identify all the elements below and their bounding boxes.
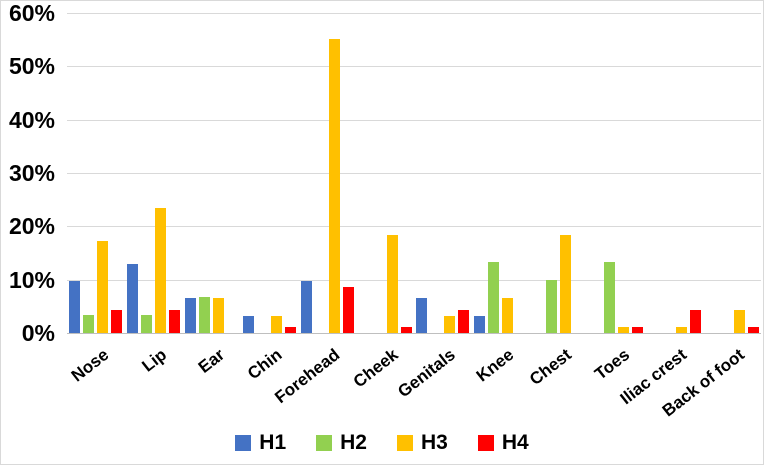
bar-h2-toes [603, 262, 615, 333]
bar-h4-lip [169, 310, 181, 333]
x-axis: Nose Lip Ear Chin Forehead Cheek Genitals Knee C… [67, 333, 761, 420]
bar-h2-nose [83, 315, 95, 333]
bar-h3-nose [97, 241, 109, 333]
bar-h4-cheek [400, 327, 412, 333]
x-tick-label: Lip [138, 345, 171, 376]
x-tick-label: Toes [590, 345, 633, 384]
bar-h3-chest [560, 235, 572, 333]
y-tick-label: 40% [8, 106, 55, 133]
bar-h1-genitals [416, 298, 428, 333]
bar-h2-lip [141, 315, 153, 333]
bar-group-nose [67, 13, 125, 333]
legend-label-h2: H2 [340, 431, 367, 454]
bar-h3-cheek [386, 235, 398, 333]
bar-group-chest [530, 13, 588, 333]
plot-area [67, 13, 761, 334]
bar-h3-toes [617, 327, 629, 333]
bar-group-forehead [298, 13, 356, 333]
x-tick-label: Knee [472, 345, 518, 386]
x-label-slot: Forehead [272, 333, 356, 407]
y-tick-label: 50% [8, 53, 55, 80]
bar-h4-nose [111, 310, 123, 333]
y-tick-label: 30% [8, 160, 55, 186]
bar-h4-toes [631, 327, 643, 333]
legend: H1 H2 H3 H4 [1, 432, 763, 454]
x-tick-label: Chest [525, 345, 575, 390]
legend-swatch-h1 [235, 435, 252, 451]
bar-groups [67, 13, 761, 333]
x-label-slot: Chest [526, 333, 588, 399]
bar-h4-chin [284, 327, 296, 333]
x-tick-label: Chin [244, 345, 286, 384]
bar-h3-forehead [328, 38, 340, 333]
bar-h4-back-of-foot [747, 327, 759, 333]
bar-group-iliac-crest [645, 13, 703, 333]
bar-h1-forehead [300, 281, 312, 333]
bar-group-knee [472, 13, 530, 333]
y-tick-label: 0% [21, 320, 55, 346]
x-label-slot: Genitals [395, 333, 472, 401]
y-tick-label: 20% [8, 213, 55, 240]
bar-group-cheek [356, 13, 414, 333]
legend-swatch-h3 [397, 435, 413, 451]
x-tick-label: Nose [67, 345, 113, 386]
legend-item-h3: H3 [397, 432, 448, 454]
bar-h3-knee [502, 298, 514, 333]
bar-group-genitals [414, 13, 472, 333]
gridline [67, 13, 761, 14]
x-axis-line [67, 333, 761, 334]
bar-h3-lip [155, 207, 167, 333]
legend-swatch-h2 [316, 435, 333, 451]
bar-group-back-of-foot [703, 13, 761, 333]
gridline [67, 226, 761, 228]
bar-h3-back-of-foot [733, 310, 745, 333]
bar-h2-chest [546, 279, 558, 333]
legend-item-h1: H1 [235, 432, 286, 454]
gridline [67, 279, 761, 281]
legend-swatch-h4 [477, 435, 494, 451]
bar-h2-ear [199, 297, 211, 333]
bar-h3-ear [213, 298, 225, 333]
legend-label-h3: H3 [421, 431, 448, 454]
x-tick-label: Ear [194, 345, 228, 377]
bar-h2-knee [488, 262, 500, 333]
bar-h4-iliac-crest [689, 310, 701, 333]
bar-h1-lip [127, 264, 139, 333]
legend-label-h1: H1 [259, 431, 287, 454]
bar-h1-knee [474, 315, 486, 333]
x-label-slot: Ear [183, 333, 241, 399]
x-label-slot: Back of foot [659, 333, 761, 420]
y-tick-label: 10% [8, 266, 55, 293]
bar-h1-ear [185, 298, 197, 333]
bar-h1-chin [242, 315, 254, 333]
y-tick-label: 60% [8, 0, 55, 26]
bar-h1-nose [69, 281, 81, 333]
x-label-slot: Knee [472, 333, 530, 399]
gridline [67, 119, 761, 121]
legend-item-h2: H2 [316, 432, 367, 454]
bar-group-ear [183, 13, 241, 333]
y-axis: 0% 10% 20% 30% 40% 50% 60% [1, 1, 59, 346]
bar-h4-genitals [458, 310, 470, 333]
legend-label-h4: H4 [501, 431, 529, 454]
x-label-slot: Nose [67, 333, 125, 399]
bar-group-toes [587, 13, 645, 333]
bar-h4-forehead [342, 286, 354, 333]
bar-group-lip [125, 13, 183, 333]
gridline [67, 173, 761, 174]
x-label-slot: Lip [125, 333, 183, 399]
legend-item-h4: H4 [477, 431, 529, 454]
bar-h3-genitals [444, 315, 456, 333]
bar-h3-chin [270, 315, 282, 333]
bar-h3-iliac-crest [675, 327, 687, 333]
gridline [67, 66, 761, 68]
bar-group-chin [240, 13, 298, 333]
